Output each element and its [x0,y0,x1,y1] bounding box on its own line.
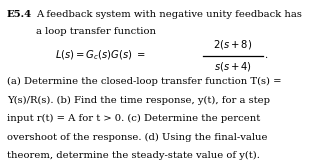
Text: theorem, determine the steady-state value of y(t).: theorem, determine the steady-state valu… [7,151,260,161]
Text: $s(s + 4)$: $s(s + 4)$ [214,60,252,73]
Text: $2(s + 8)$: $2(s + 8)$ [213,38,253,51]
Text: .: . [264,51,267,60]
Text: A feedback system with negative unity feedback has: A feedback system with negative unity fe… [36,10,302,19]
Text: Y(s)/R(s). (b) Find the time response, y(t), for a step: Y(s)/R(s). (b) Find the time response, y… [7,96,270,105]
Text: input r(t) = A for t > 0. (c) Determine the percent: input r(t) = A for t > 0. (c) Determine … [7,114,260,123]
Text: (a) Determine the closed-loop transfer function T(s) =: (a) Determine the closed-loop transfer f… [7,77,281,86]
Text: $L(s) = G_c(s)G(s)\; =$: $L(s) = G_c(s)G(s)\; =$ [55,49,146,62]
Text: overshoot of the response. (d) Using the final-value: overshoot of the response. (d) Using the… [7,133,268,142]
Text: a loop transfer function: a loop transfer function [36,27,157,36]
Text: E5.4: E5.4 [7,10,32,19]
